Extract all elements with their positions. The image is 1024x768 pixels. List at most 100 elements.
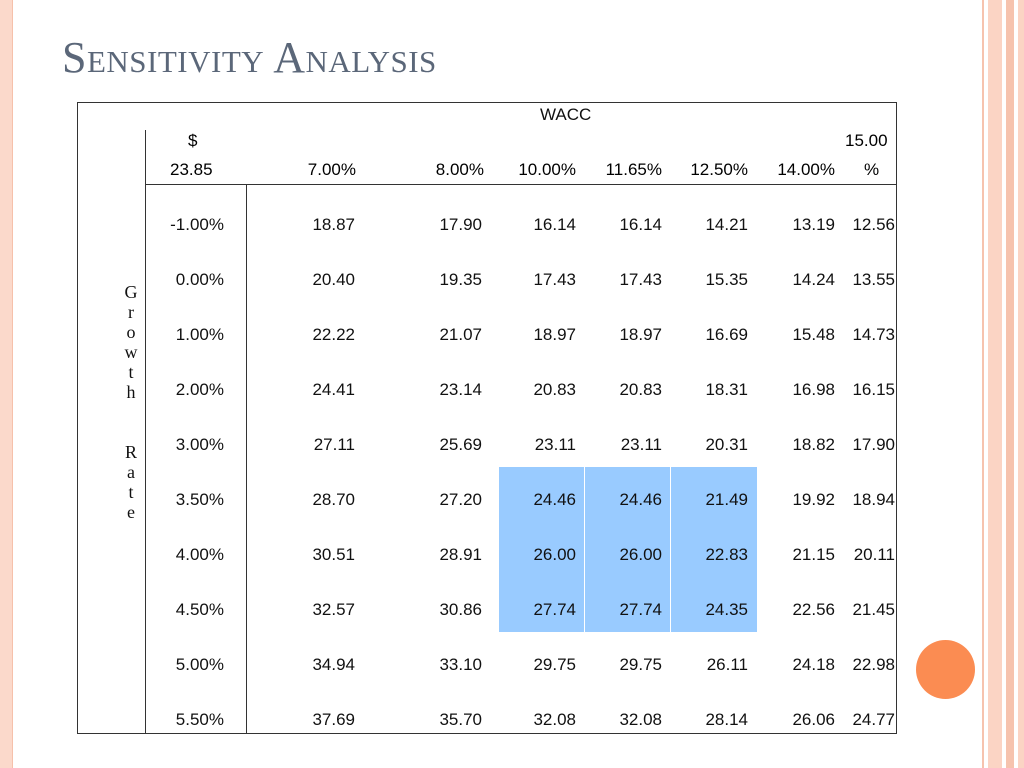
value-cell: 22.22 <box>312 325 355 344</box>
value-cell: 13.55 <box>852 270 895 289</box>
value-cell: 20.40 <box>312 270 355 289</box>
value-cell: 32.08 <box>619 710 662 729</box>
value-cell: 21.45 <box>852 600 895 619</box>
value-cell: 14.21 <box>705 215 748 234</box>
value-cell: 26.00 <box>619 545 662 564</box>
value-cell: 28.91 <box>439 545 482 564</box>
value-cell: 21.07 <box>439 325 482 344</box>
value-cell: 17.43 <box>619 270 662 289</box>
value-cell: 19.35 <box>439 270 482 289</box>
value-cell: 16.98 <box>792 380 835 399</box>
value-cell: 22.83 <box>705 545 748 564</box>
value-cell: 29.75 <box>533 655 576 674</box>
value-cell: 18.82 <box>792 435 835 454</box>
left-decorative-border <box>0 0 13 768</box>
value-cell: 16.15 <box>852 380 895 399</box>
value-cell: 18.31 <box>705 380 748 399</box>
value-cell: 32.57 <box>312 600 355 619</box>
value-cell: 22.98 <box>852 655 895 674</box>
wacc-header-cell: 8.00% <box>435 160 484 179</box>
growth-column-divider <box>246 184 247 734</box>
highlight-cell-block <box>671 467 757 632</box>
orange-circle-decoration <box>916 640 975 699</box>
value-cell: 19.92 <box>792 490 835 509</box>
value-cell: 16.69 <box>705 325 748 344</box>
growth-rate-cell: 5.50% <box>175 710 224 729</box>
value-cell: 15.35 <box>705 270 748 289</box>
row-label-divider <box>145 130 146 734</box>
value-cell: 30.51 <box>312 545 355 564</box>
value-cell: 12.56 <box>852 215 895 234</box>
value-cell: 27.74 <box>619 600 662 619</box>
value-cell: 23.14 <box>439 380 482 399</box>
value-cell: 30.86 <box>439 600 482 619</box>
value-cell: 27.74 <box>533 600 576 619</box>
value-cell: 21.49 <box>705 490 748 509</box>
value-cell: 28.70 <box>312 490 355 509</box>
growth-rate-cell: 3.50% <box>175 490 224 509</box>
value-cell: 17.90 <box>852 435 895 454</box>
value-cell: 18.97 <box>619 325 662 344</box>
growth-rate-cell: 4.50% <box>175 600 224 619</box>
base-value-symbol: $ <box>188 131 198 150</box>
value-cell: 17.43 <box>533 270 576 289</box>
value-cell: 37.69 <box>312 710 355 729</box>
wacc-header-cell: 7.00% <box>307 160 356 179</box>
value-cell: 22.56 <box>792 600 835 619</box>
value-cell: 32.08 <box>533 710 576 729</box>
growth-rate-cell: 1.00% <box>175 325 224 344</box>
highlight-cell-block <box>585 467 670 632</box>
value-cell: 20.83 <box>533 380 576 399</box>
value-cell: 26.11 <box>706 655 748 674</box>
growth-rate-vertical-label: G r o w t h R a t e <box>124 282 138 522</box>
value-cell: 16.14 <box>533 215 576 234</box>
value-cell: 17.90 <box>439 215 482 234</box>
value-cell: 29.75 <box>619 655 662 674</box>
value-cell: 20.11 <box>853 545 895 564</box>
value-cell: 13.19 <box>792 215 835 234</box>
wacc-header-cell: 10.00% <box>518 160 576 179</box>
slide-title: Sensitivity Analysis <box>62 33 437 82</box>
right-decorative-stripes <box>976 0 1024 768</box>
value-cell: 24.35 <box>705 600 748 619</box>
value-cell: 18.97 <box>533 325 576 344</box>
growth-rate-cell: 0.00% <box>175 270 224 289</box>
value-cell: 24.41 <box>312 380 355 399</box>
growth-rate-cell: -1.00% <box>170 215 224 234</box>
value-cell: 34.94 <box>312 655 355 674</box>
value-cell: 15.48 <box>792 325 835 344</box>
wacc-header-cell: 14.00% <box>777 160 835 179</box>
value-cell: 14.24 <box>792 270 835 289</box>
wacc-header-cell: 11.65% <box>605 160 662 179</box>
value-cell: 21.15 <box>792 545 835 564</box>
value-cell: 26.00 <box>533 545 576 564</box>
value-cell: 27.11 <box>313 435 355 454</box>
value-cell: 28.14 <box>705 710 748 729</box>
growth-rate-cell: 2.00% <box>175 380 224 399</box>
value-cell: 16.14 <box>619 215 662 234</box>
base-value: 23.85 <box>170 160 213 179</box>
value-cell: 14.73 <box>852 325 895 344</box>
value-cell: 24.46 <box>533 490 576 509</box>
value-cell: 25.69 <box>439 435 482 454</box>
value-cell: 24.18 <box>792 655 835 674</box>
header-divider <box>145 184 897 185</box>
value-cell: 20.31 <box>705 435 748 454</box>
value-cell: 23.11 <box>534 435 576 454</box>
value-cell: 20.83 <box>619 380 662 399</box>
value-cell: 35.70 <box>439 710 482 729</box>
highlight-cell-block <box>499 467 584 632</box>
value-cell: 24.77 <box>852 710 895 729</box>
wacc-header-cell: 12.50% <box>690 160 748 179</box>
wacc-header-last-line1: 15.00 <box>845 131 888 150</box>
value-cell: 26.06 <box>792 710 835 729</box>
growth-rate-cell: 5.00% <box>175 655 224 674</box>
value-cell: 23.11 <box>620 435 662 454</box>
sensitivity-table <box>77 102 897 734</box>
wacc-header: WACC <box>540 105 592 124</box>
value-cell: 33.10 <box>439 655 482 674</box>
value-cell: 18.94 <box>852 490 895 509</box>
growth-rate-cell: 3.00% <box>175 435 224 454</box>
wacc-header-last-line2: % <box>864 160 880 179</box>
growth-rate-cell: 4.00% <box>175 545 224 564</box>
